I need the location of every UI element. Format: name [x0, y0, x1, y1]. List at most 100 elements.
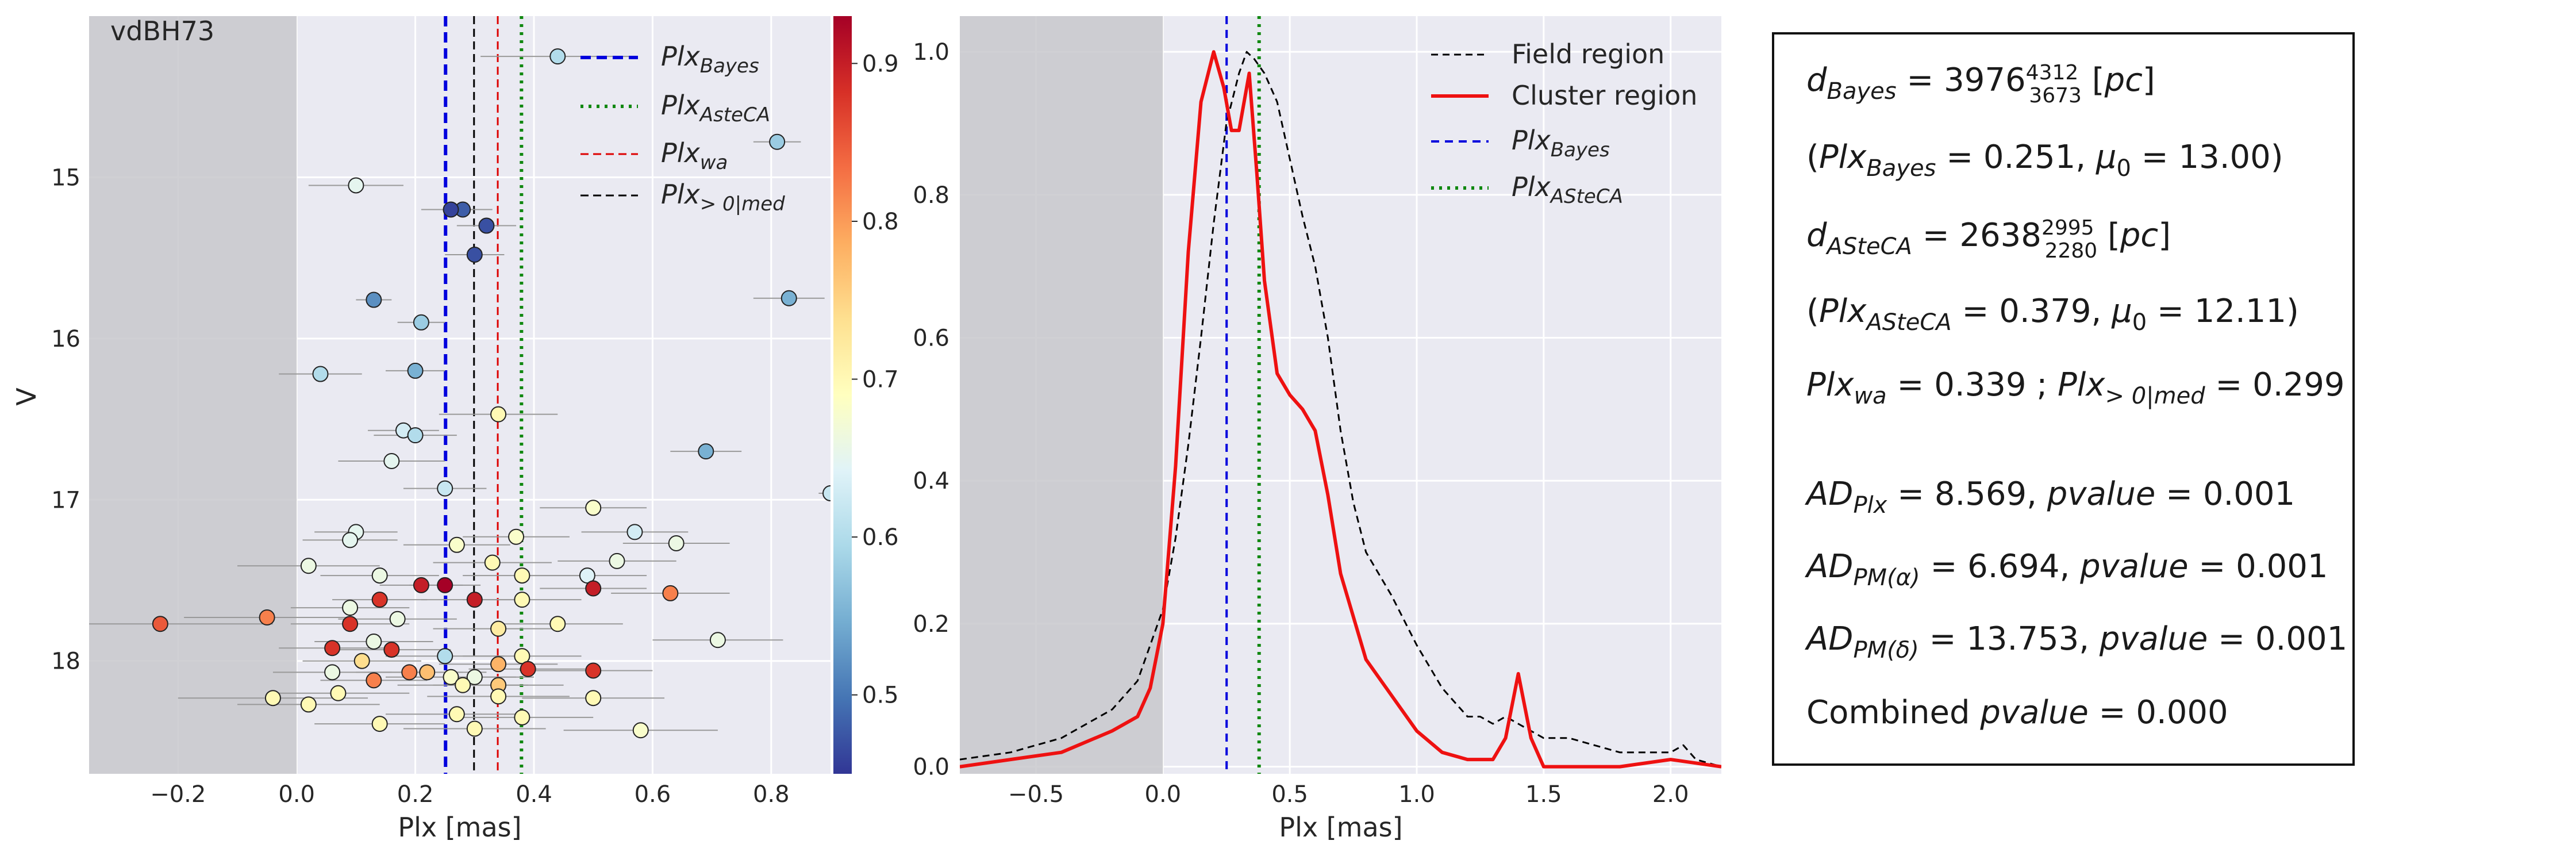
colorbar-tick-label: 0.8 — [862, 209, 899, 235]
star-point — [709, 632, 726, 648]
middle-y-tick-label: 0.0 — [913, 754, 949, 781]
star-point — [366, 672, 382, 689]
star-point — [585, 580, 602, 597]
star-point — [413, 314, 429, 331]
middle-x-tick-label: −0.5 — [1008, 781, 1064, 808]
left-x-tick-label: 0.8 — [753, 781, 790, 808]
star-point — [300, 696, 317, 713]
star-point — [668, 535, 685, 551]
middle-kde-curves — [960, 50, 1721, 769]
star-point — [585, 500, 602, 516]
field-region-curve — [960, 51, 1721, 768]
left-x-ticks: −0.2 0.0 0.2 0.4 0.6 0.8 — [150, 781, 789, 808]
star-point — [264, 690, 281, 707]
left-x-tick-label: 0.6 — [635, 781, 671, 808]
star-point — [342, 532, 359, 548]
star-point — [466, 669, 483, 685]
star-point — [514, 592, 530, 608]
star-point — [466, 592, 483, 608]
middle-y-tick-label: 1.0 — [913, 39, 949, 66]
middle-x-tick-label: 1.5 — [1525, 781, 1562, 808]
star-point — [437, 577, 453, 593]
middle-x-tick-label: 0.0 — [1145, 781, 1182, 808]
stat-plx-asteca: (PlxASteCA = 0.379, μ0 = 12.11) — [1806, 293, 2299, 336]
legend-label-bayes-mid: PlxBayes — [1512, 125, 1610, 162]
stat-plx-wa-med: Plxwa = 0.339 ; Plx> 0|med = 0.299 — [1806, 366, 2344, 409]
star-point — [259, 609, 275, 625]
star-point — [371, 567, 388, 584]
left-y-axis-label: V — [11, 387, 42, 406]
stat-d-bayes: dBayes = 39764312 3673 [pc] — [1806, 61, 2155, 108]
middle-x-tick-label: 1.0 — [1398, 781, 1435, 808]
stat-ad-pm-delta: ADPM(δ) = 13.753, pvalue = 0.001 — [1805, 620, 2347, 663]
middle-y-tick-label: 0.2 — [913, 611, 949, 638]
star-point — [520, 661, 536, 677]
middle-y-tick-label: 0.6 — [913, 325, 949, 352]
stat-d-asteca: dASteCA = 26382995 2280 [pc] — [1806, 216, 2171, 263]
star-point — [389, 611, 406, 627]
legend-label-med: Plx> 0|med — [661, 179, 785, 216]
star-point — [632, 722, 649, 739]
star-point — [822, 485, 831, 502]
star-point — [324, 664, 341, 681]
star-point — [484, 554, 501, 571]
star-point — [508, 528, 525, 545]
star-point — [312, 366, 329, 382]
middle-y-tick-label: 0.8 — [913, 182, 949, 209]
left-y-tick-label: 15 — [51, 164, 80, 191]
star-point — [466, 720, 483, 737]
left-x-tick-label: 0.0 — [278, 781, 315, 808]
middle-x-axis-label: Plx [mas] — [1279, 812, 1402, 843]
middle-kde-panel: −0.5 0.0 0.5 1.0 1.5 2.0 0.0 0.2 0.4 0.6 0.8 1.0 P… — [913, 16, 1721, 843]
left-y-tick-label: 17 — [51, 487, 80, 513]
star-point — [514, 567, 530, 584]
middle-shaded-region — [960, 16, 1163, 774]
star-point — [383, 642, 400, 658]
star-point — [401, 664, 418, 681]
star-point — [371, 592, 388, 608]
star-point — [324, 640, 341, 657]
star-point — [413, 577, 429, 593]
cluster-region-curve — [960, 50, 1721, 769]
star-point — [448, 536, 465, 553]
left-legend: PlxBayes PlxAsteCA Plxwa Plx> 0|med — [580, 41, 785, 216]
star-point — [662, 585, 679, 601]
star-point — [585, 690, 602, 707]
star-point — [330, 685, 347, 701]
star-point — [371, 716, 388, 732]
star-point — [300, 558, 317, 574]
left-x-axis-label: Plx [mas] — [398, 812, 521, 843]
star-point — [626, 524, 643, 540]
star-point — [419, 664, 436, 681]
star-point — [437, 648, 453, 665]
star-point — [366, 634, 382, 650]
middle-x-tick-label: 2.0 — [1652, 781, 1689, 808]
star-point — [353, 653, 370, 669]
left-x-tick-label: 0.4 — [516, 781, 552, 808]
middle-y-ticks: 0.0 0.2 0.4 0.6 0.8 1.0 — [913, 39, 949, 780]
legend-label-bayes: PlxBayes — [661, 41, 759, 78]
star-point — [342, 616, 359, 632]
colorbar-tick-label: 0.9 — [862, 51, 899, 77]
star-point — [549, 48, 566, 65]
star-point — [549, 616, 566, 632]
statistics-box-frame — [1772, 32, 2355, 766]
middle-x-ticks: −0.5 0.0 0.5 1.0 1.5 2.0 — [1008, 781, 1689, 808]
colorbar-tick-label: 0.6 — [862, 524, 899, 551]
star-point — [448, 706, 465, 723]
star-point — [585, 662, 602, 679]
colorbar-tick-label: 0.7 — [862, 367, 899, 393]
middle-x-tick-label: 0.5 — [1271, 781, 1308, 808]
stat-combined-pvalue: Combined pvalue = 0.000 — [1806, 694, 2228, 731]
left-vertical-lines — [444, 16, 524, 774]
star-point — [514, 709, 530, 726]
colorbar-gradient — [833, 16, 852, 774]
cluster-name-label: vdBH73 — [110, 16, 214, 47]
star-point — [466, 247, 483, 263]
star-point — [152, 616, 168, 632]
legend-label-field: Field region — [1512, 39, 1664, 70]
stat-plx-bayes: (PlxBayes = 0.251, μ0 = 13.00) — [1806, 139, 2283, 182]
star-point — [383, 452, 400, 469]
star-point — [407, 427, 424, 444]
